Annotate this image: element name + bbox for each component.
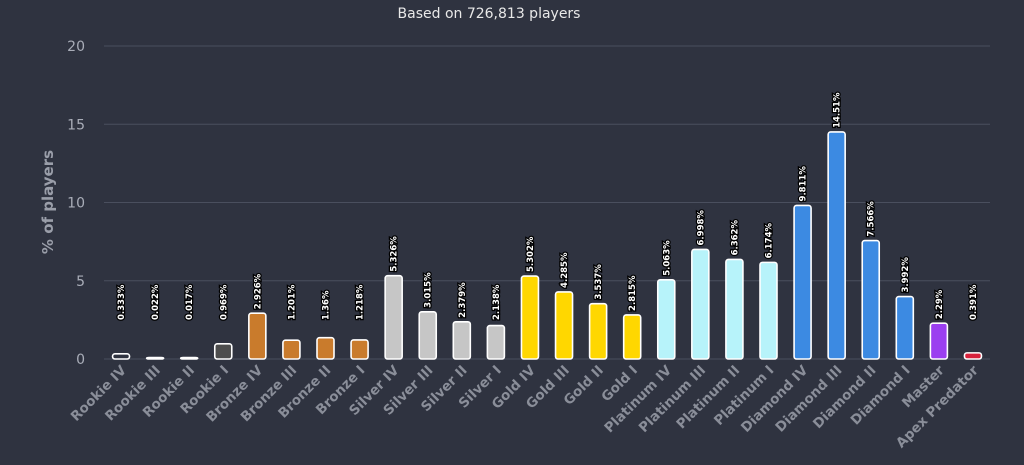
bar bbox=[656, 278, 676, 360]
bar bbox=[725, 258, 744, 360]
bar bbox=[827, 131, 846, 360]
data-label: 0.391% bbox=[969, 284, 979, 320]
data-label: 3.537% bbox=[594, 264, 604, 300]
y-tick-label: 5 bbox=[76, 274, 85, 290]
data-label: 5.326% bbox=[390, 236, 400, 272]
bar bbox=[282, 339, 301, 360]
bar bbox=[350, 339, 369, 360]
data-label: 1.36% bbox=[322, 290, 332, 320]
bar bbox=[213, 343, 233, 360]
data-label: 2.29% bbox=[935, 289, 945, 319]
data-label: 2.379% bbox=[458, 282, 468, 318]
data-label: 7.566% bbox=[867, 201, 877, 237]
data-label: 5.063% bbox=[662, 240, 672, 276]
data-label: 1.201% bbox=[287, 284, 297, 320]
bar bbox=[759, 261, 778, 360]
bar bbox=[861, 239, 881, 360]
data-label: 14.51% bbox=[833, 92, 843, 128]
data-label: 0.022% bbox=[151, 284, 161, 320]
data-label: 1.218% bbox=[356, 284, 366, 320]
bar bbox=[520, 275, 540, 360]
data-label: 6.174% bbox=[765, 222, 775, 258]
bar bbox=[793, 204, 812, 360]
bar bbox=[622, 314, 642, 360]
y-tick-label: 15 bbox=[67, 117, 85, 133]
data-label: 3.992% bbox=[901, 257, 911, 293]
data-label: 2.926% bbox=[253, 273, 263, 309]
bar bbox=[929, 322, 949, 360]
data-label: 0.333% bbox=[117, 284, 127, 320]
bar bbox=[111, 352, 131, 360]
bar bbox=[418, 311, 438, 360]
data-label: 0.969% bbox=[219, 284, 229, 320]
data-label: 0.017% bbox=[185, 284, 195, 320]
bar bbox=[554, 291, 574, 360]
data-label: 3.015% bbox=[424, 272, 434, 308]
chart-subtitle: Based on 726,813 players bbox=[397, 6, 581, 22]
bar bbox=[691, 248, 710, 360]
bar bbox=[316, 336, 335, 360]
data-label: 9.811% bbox=[799, 166, 809, 202]
data-label: 6.998% bbox=[696, 210, 706, 246]
bar bbox=[452, 320, 472, 360]
y-tick-label: 10 bbox=[67, 196, 85, 212]
bar bbox=[588, 302, 608, 360]
y-axis-label: % of players bbox=[39, 150, 57, 254]
y-tick-label: 20 bbox=[67, 39, 85, 55]
bar bbox=[963, 352, 983, 360]
bar bbox=[145, 356, 165, 360]
data-label: 5.302% bbox=[526, 236, 536, 272]
data-label: 6.362% bbox=[730, 220, 740, 256]
data-label: 2.815% bbox=[628, 275, 638, 311]
bar bbox=[384, 274, 403, 360]
bar bbox=[248, 312, 267, 360]
bar bbox=[895, 295, 915, 360]
data-label: 2.138% bbox=[492, 284, 502, 320]
bar bbox=[179, 356, 199, 360]
data-label: 4.285% bbox=[560, 252, 570, 288]
bar bbox=[486, 324, 506, 360]
y-tick-label: 0 bbox=[76, 352, 85, 368]
